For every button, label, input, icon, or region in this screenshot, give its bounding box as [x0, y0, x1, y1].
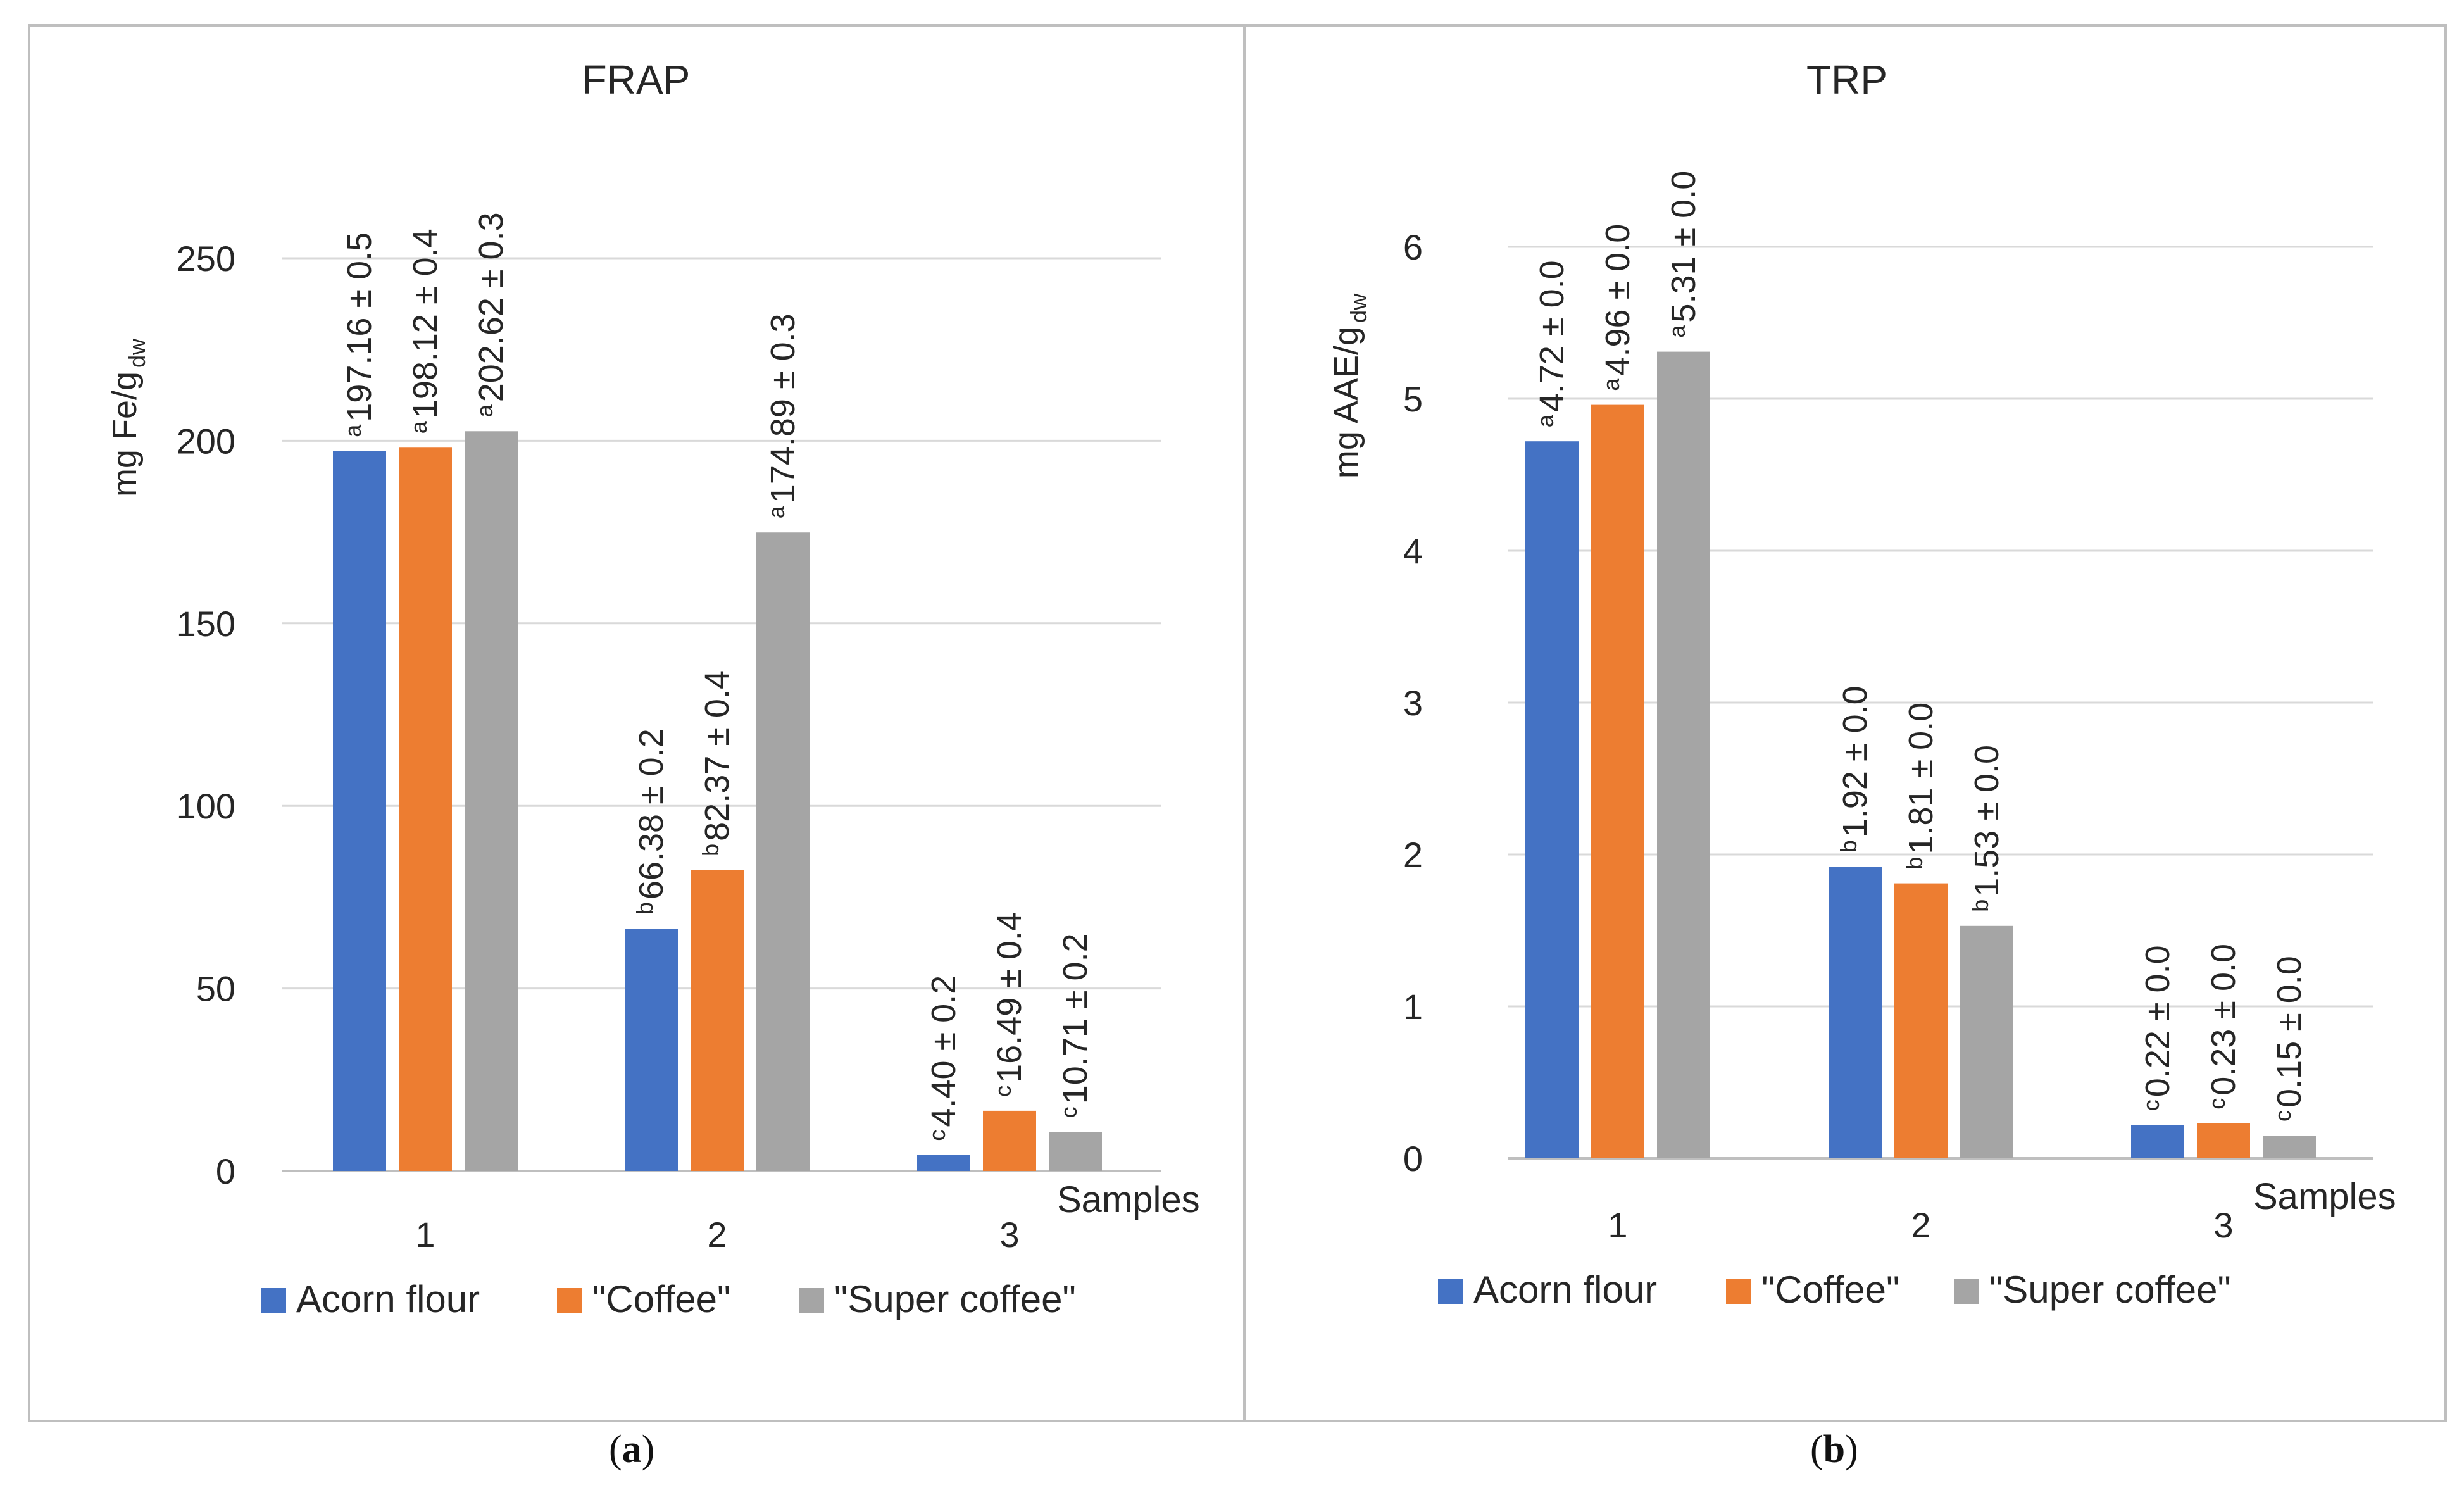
data-label: b1.92 ± 0.0	[1835, 685, 1874, 853]
legend-label: "Coffee"	[1761, 1268, 1899, 1311]
x-axis-label: Samples	[2253, 1176, 2396, 1217]
y-tick-label: 50	[196, 969, 235, 1009]
bar	[1657, 351, 1710, 1158]
y-tick-label: 3	[1403, 683, 1423, 723]
y-tick-label: 250	[177, 239, 235, 278]
bar	[1049, 1132, 1102, 1171]
data-label: c0.15 ± 0.0	[2270, 956, 2308, 1122]
legend-swatch	[557, 1288, 582, 1313]
data-label: c10.71 ± 0.2	[1056, 933, 1094, 1118]
y-tick-label: 150	[177, 604, 235, 644]
y-tick-label: 200	[177, 421, 235, 461]
y-tick-label: 4	[1403, 531, 1423, 571]
data-label: b66.38 ± 0.2	[632, 729, 670, 915]
data-label: a174.89 ± 0.3	[763, 313, 802, 518]
legend-label: Acorn flour	[296, 1278, 480, 1320]
data-label: a4.96 ± 0.0	[1598, 224, 1637, 391]
y-tick-label: 0	[1403, 1139, 1423, 1179]
bar	[1829, 867, 1882, 1158]
chart-frap: FRAP 0 50 100 150 200 250 mg Fe/gdw a197.16 ± 0.…	[106, 57, 1200, 1320]
bar	[917, 1155, 970, 1171]
data-label: c0.22 ± 0.0	[2138, 945, 2177, 1111]
data-label: a198.12 ± 0.4	[406, 228, 444, 434]
caption-b: (b)	[1810, 1428, 1858, 1471]
bar	[465, 431, 518, 1171]
legend-swatch	[1726, 1279, 1751, 1304]
category-label: 1	[1608, 1205, 1627, 1245]
bar	[2131, 1125, 2184, 1158]
data-label: b1.53 ± 0.0	[1967, 745, 2006, 912]
bar	[1894, 883, 1948, 1158]
legend-label: "Super coffee"	[1989, 1268, 2231, 1311]
bar	[691, 870, 744, 1171]
y-tick-label: 5	[1403, 379, 1423, 419]
panel-b-frame	[1243, 24, 2447, 1422]
category-label: 2	[707, 1215, 727, 1255]
data-label: b1.81 ± 0.0	[1901, 703, 1940, 870]
bar	[983, 1110, 1036, 1171]
category-label: 3	[999, 1215, 1019, 1255]
data-label: c16.49 ± 0.4	[990, 912, 1029, 1097]
legend-swatch	[1954, 1279, 1979, 1304]
legend-label: "Super coffee"	[834, 1278, 1076, 1320]
y-tick-label: 0	[216, 1151, 235, 1191]
chart-title: TRP	[1806, 57, 1887, 103]
y-tick-label: 100	[177, 786, 235, 826]
data-label: a197.16 ± 0.5	[340, 232, 378, 437]
legend-swatch	[261, 1288, 286, 1313]
bar	[2197, 1123, 2250, 1158]
legend-label: "Coffee"	[592, 1278, 730, 1320]
y-tick-label: 6	[1403, 227, 1423, 267]
data-label: a4.72 ± 0.0	[1532, 260, 1571, 427]
bar	[2263, 1136, 2316, 1158]
bar	[756, 532, 810, 1171]
caption-a: (a)	[609, 1428, 655, 1471]
bar	[1960, 925, 2013, 1158]
chart-trp: TRP 0 1 2 3 4 5 6 mg AAE/gdw a4.72 ± 0.0 a4.96 ± 0…	[1327, 57, 2396, 1311]
category-label: 2	[1911, 1205, 1930, 1245]
legend-swatch	[1438, 1279, 1463, 1304]
bar	[1591, 404, 1644, 1158]
bar	[333, 451, 386, 1171]
category-label: 1	[415, 1215, 435, 1255]
x-axis-label: Samples	[1057, 1179, 1200, 1220]
bar	[1525, 441, 1579, 1159]
bar	[625, 929, 678, 1171]
legend-swatch	[799, 1288, 824, 1313]
data-label: c4.40 ± 0.2	[924, 975, 963, 1141]
data-label: a5.31 ± 0.0	[1664, 171, 1703, 338]
data-label: a202.62 ± 0.3	[472, 212, 510, 417]
bar	[399, 447, 452, 1171]
category-label: 3	[2213, 1205, 2233, 1245]
y-axis-label: mg AAE/gdw	[1327, 293, 1372, 479]
y-tick-label: 1	[1403, 987, 1423, 1027]
caption-b-letter: b	[1823, 1428, 1846, 1471]
data-label: c0.23 ± 0.0	[2204, 944, 2242, 1110]
chart-title: FRAP	[582, 57, 691, 103]
y-tick-label: 2	[1403, 835, 1423, 875]
caption-a-letter: a	[622, 1428, 642, 1471]
y-axis-label: mg Fe/gdw	[106, 338, 150, 497]
data-label: b82.37 ± 0.4	[697, 670, 736, 856]
legend-label: Acorn flour	[1473, 1268, 1657, 1311]
